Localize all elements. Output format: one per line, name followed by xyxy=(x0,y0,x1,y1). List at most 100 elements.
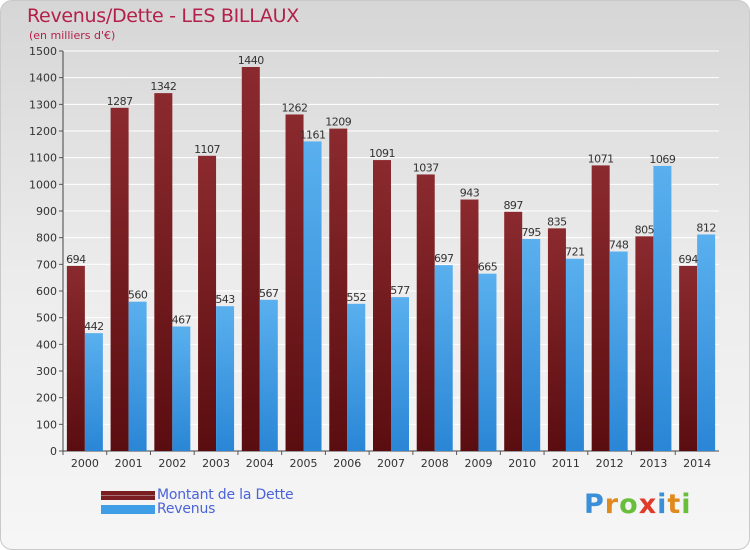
data-label-revenue: 552 xyxy=(347,291,367,304)
data-label-revenue: 467 xyxy=(172,313,192,326)
data-label-debt: 1091 xyxy=(369,147,395,160)
x-tick-label: 2014 xyxy=(683,457,711,470)
data-label-debt: 1071 xyxy=(588,152,614,165)
data-label-revenue: 795 xyxy=(521,226,541,239)
bar-revenue xyxy=(609,251,628,451)
x-tick-label: 2004 xyxy=(246,457,274,470)
y-tick-label: 100 xyxy=(36,418,57,431)
data-label-debt: 943 xyxy=(460,187,480,200)
legend-item-revenue: Revenus xyxy=(101,501,215,517)
data-label-debt: 897 xyxy=(503,199,523,212)
y-tick-label: 1400 xyxy=(29,72,57,85)
y-tick-label: 500 xyxy=(36,312,57,325)
x-tick-label: 2009 xyxy=(464,457,492,470)
data-label-revenue: 1069 xyxy=(649,153,675,166)
bar-debt xyxy=(198,155,217,452)
data-label-debt: 1287 xyxy=(107,95,133,108)
data-label-revenue: 577 xyxy=(390,284,410,297)
bar-revenue xyxy=(565,258,584,451)
y-tick-label: 1200 xyxy=(29,125,57,138)
bar-revenue xyxy=(172,326,191,451)
bar-revenue xyxy=(522,239,541,451)
y-tick-label: 300 xyxy=(36,365,57,378)
data-label-debt: 1209 xyxy=(325,116,351,129)
y-tick-label: 0 xyxy=(50,445,57,458)
y-tick-label: 900 xyxy=(36,205,57,218)
data-label-debt: 1262 xyxy=(282,101,308,114)
y-tick-label: 200 xyxy=(36,392,57,405)
bar-debt xyxy=(635,236,654,451)
bar-revenue xyxy=(84,333,103,451)
x-tick-label: 2005 xyxy=(290,457,318,470)
x-tick-label: 2011 xyxy=(552,457,580,470)
bar-revenue xyxy=(478,273,497,451)
data-label-revenue: 567 xyxy=(259,287,279,300)
bar-debt xyxy=(154,93,173,451)
bar-debt xyxy=(66,265,85,451)
x-tick-label: 2007 xyxy=(377,457,405,470)
x-tick-label: 2008 xyxy=(421,457,449,470)
bar-revenue xyxy=(128,301,147,451)
chart-subtitle: (en milliers d'€) xyxy=(29,29,116,42)
data-label-revenue: 665 xyxy=(478,261,498,274)
y-tick-label: 1100 xyxy=(29,152,57,165)
data-label-revenue: 697 xyxy=(434,252,454,265)
data-label-revenue: 748 xyxy=(609,239,629,252)
bar-revenue xyxy=(391,297,409,451)
bar-revenue xyxy=(653,165,672,451)
x-tick-label: 2010 xyxy=(508,457,536,470)
data-label-debt: 1107 xyxy=(194,143,220,156)
bar-debt xyxy=(504,211,523,451)
y-tick-label: 1000 xyxy=(29,178,57,191)
bar-revenue xyxy=(697,234,716,451)
bar-revenue xyxy=(347,303,366,451)
bar-debt xyxy=(110,107,129,452)
y-tick-label: 1500 xyxy=(29,45,57,58)
bar-revenue xyxy=(259,299,278,451)
data-label-revenue: 560 xyxy=(128,289,148,302)
data-label-revenue: 1161 xyxy=(300,128,326,141)
data-label-debt: 1342 xyxy=(150,80,176,93)
bar-debt xyxy=(460,199,479,451)
chart-title: Revenus/Dette - LES BILLAUX xyxy=(27,5,299,27)
data-label-revenue: 812 xyxy=(696,221,716,234)
bar-debt xyxy=(591,165,610,451)
legend-label-debt: Montant de la Dette xyxy=(157,487,294,503)
proxiti-logo: Proxiti xyxy=(584,489,692,520)
x-tick-label: 2001 xyxy=(115,457,143,470)
legend-swatch-revenue xyxy=(101,504,155,514)
bar-revenue xyxy=(216,306,235,451)
y-tick-label: 400 xyxy=(36,338,57,351)
y-tick-label: 700 xyxy=(36,258,57,271)
y-tick-label: 600 xyxy=(36,285,57,298)
bar-debt xyxy=(373,160,391,452)
data-label-debt: 694 xyxy=(678,253,698,266)
bar-debt xyxy=(241,67,260,451)
legend-label-revenue: Revenus xyxy=(157,501,216,517)
y-tick-label: 800 xyxy=(36,232,57,245)
bar-debt xyxy=(416,174,435,451)
bar-debt xyxy=(329,128,348,451)
x-tick-label: 2013 xyxy=(639,457,667,470)
data-label-revenue: 543 xyxy=(215,293,235,306)
legend-item-debt: Montant de la Dette xyxy=(101,487,294,503)
x-tick-label: 2003 xyxy=(202,457,230,470)
x-tick-label: 2000 xyxy=(71,457,99,470)
bar-revenue xyxy=(303,141,322,451)
bar-debt xyxy=(679,265,698,451)
data-label-debt: 805 xyxy=(635,223,655,236)
bar-debt xyxy=(285,114,304,451)
x-tick-label: 2002 xyxy=(158,457,186,470)
legend-swatch-debt xyxy=(101,490,155,500)
bar-debt xyxy=(547,228,566,451)
data-label-debt: 694 xyxy=(66,253,86,266)
y-tick-label: 1300 xyxy=(29,98,57,111)
data-label-debt: 835 xyxy=(547,215,567,228)
data-label-revenue: 721 xyxy=(565,246,585,259)
bar-revenue xyxy=(434,265,453,451)
x-tick-label: 2012 xyxy=(596,457,624,470)
data-label-debt: 1440 xyxy=(238,54,264,67)
data-label-revenue: 442 xyxy=(84,320,104,333)
